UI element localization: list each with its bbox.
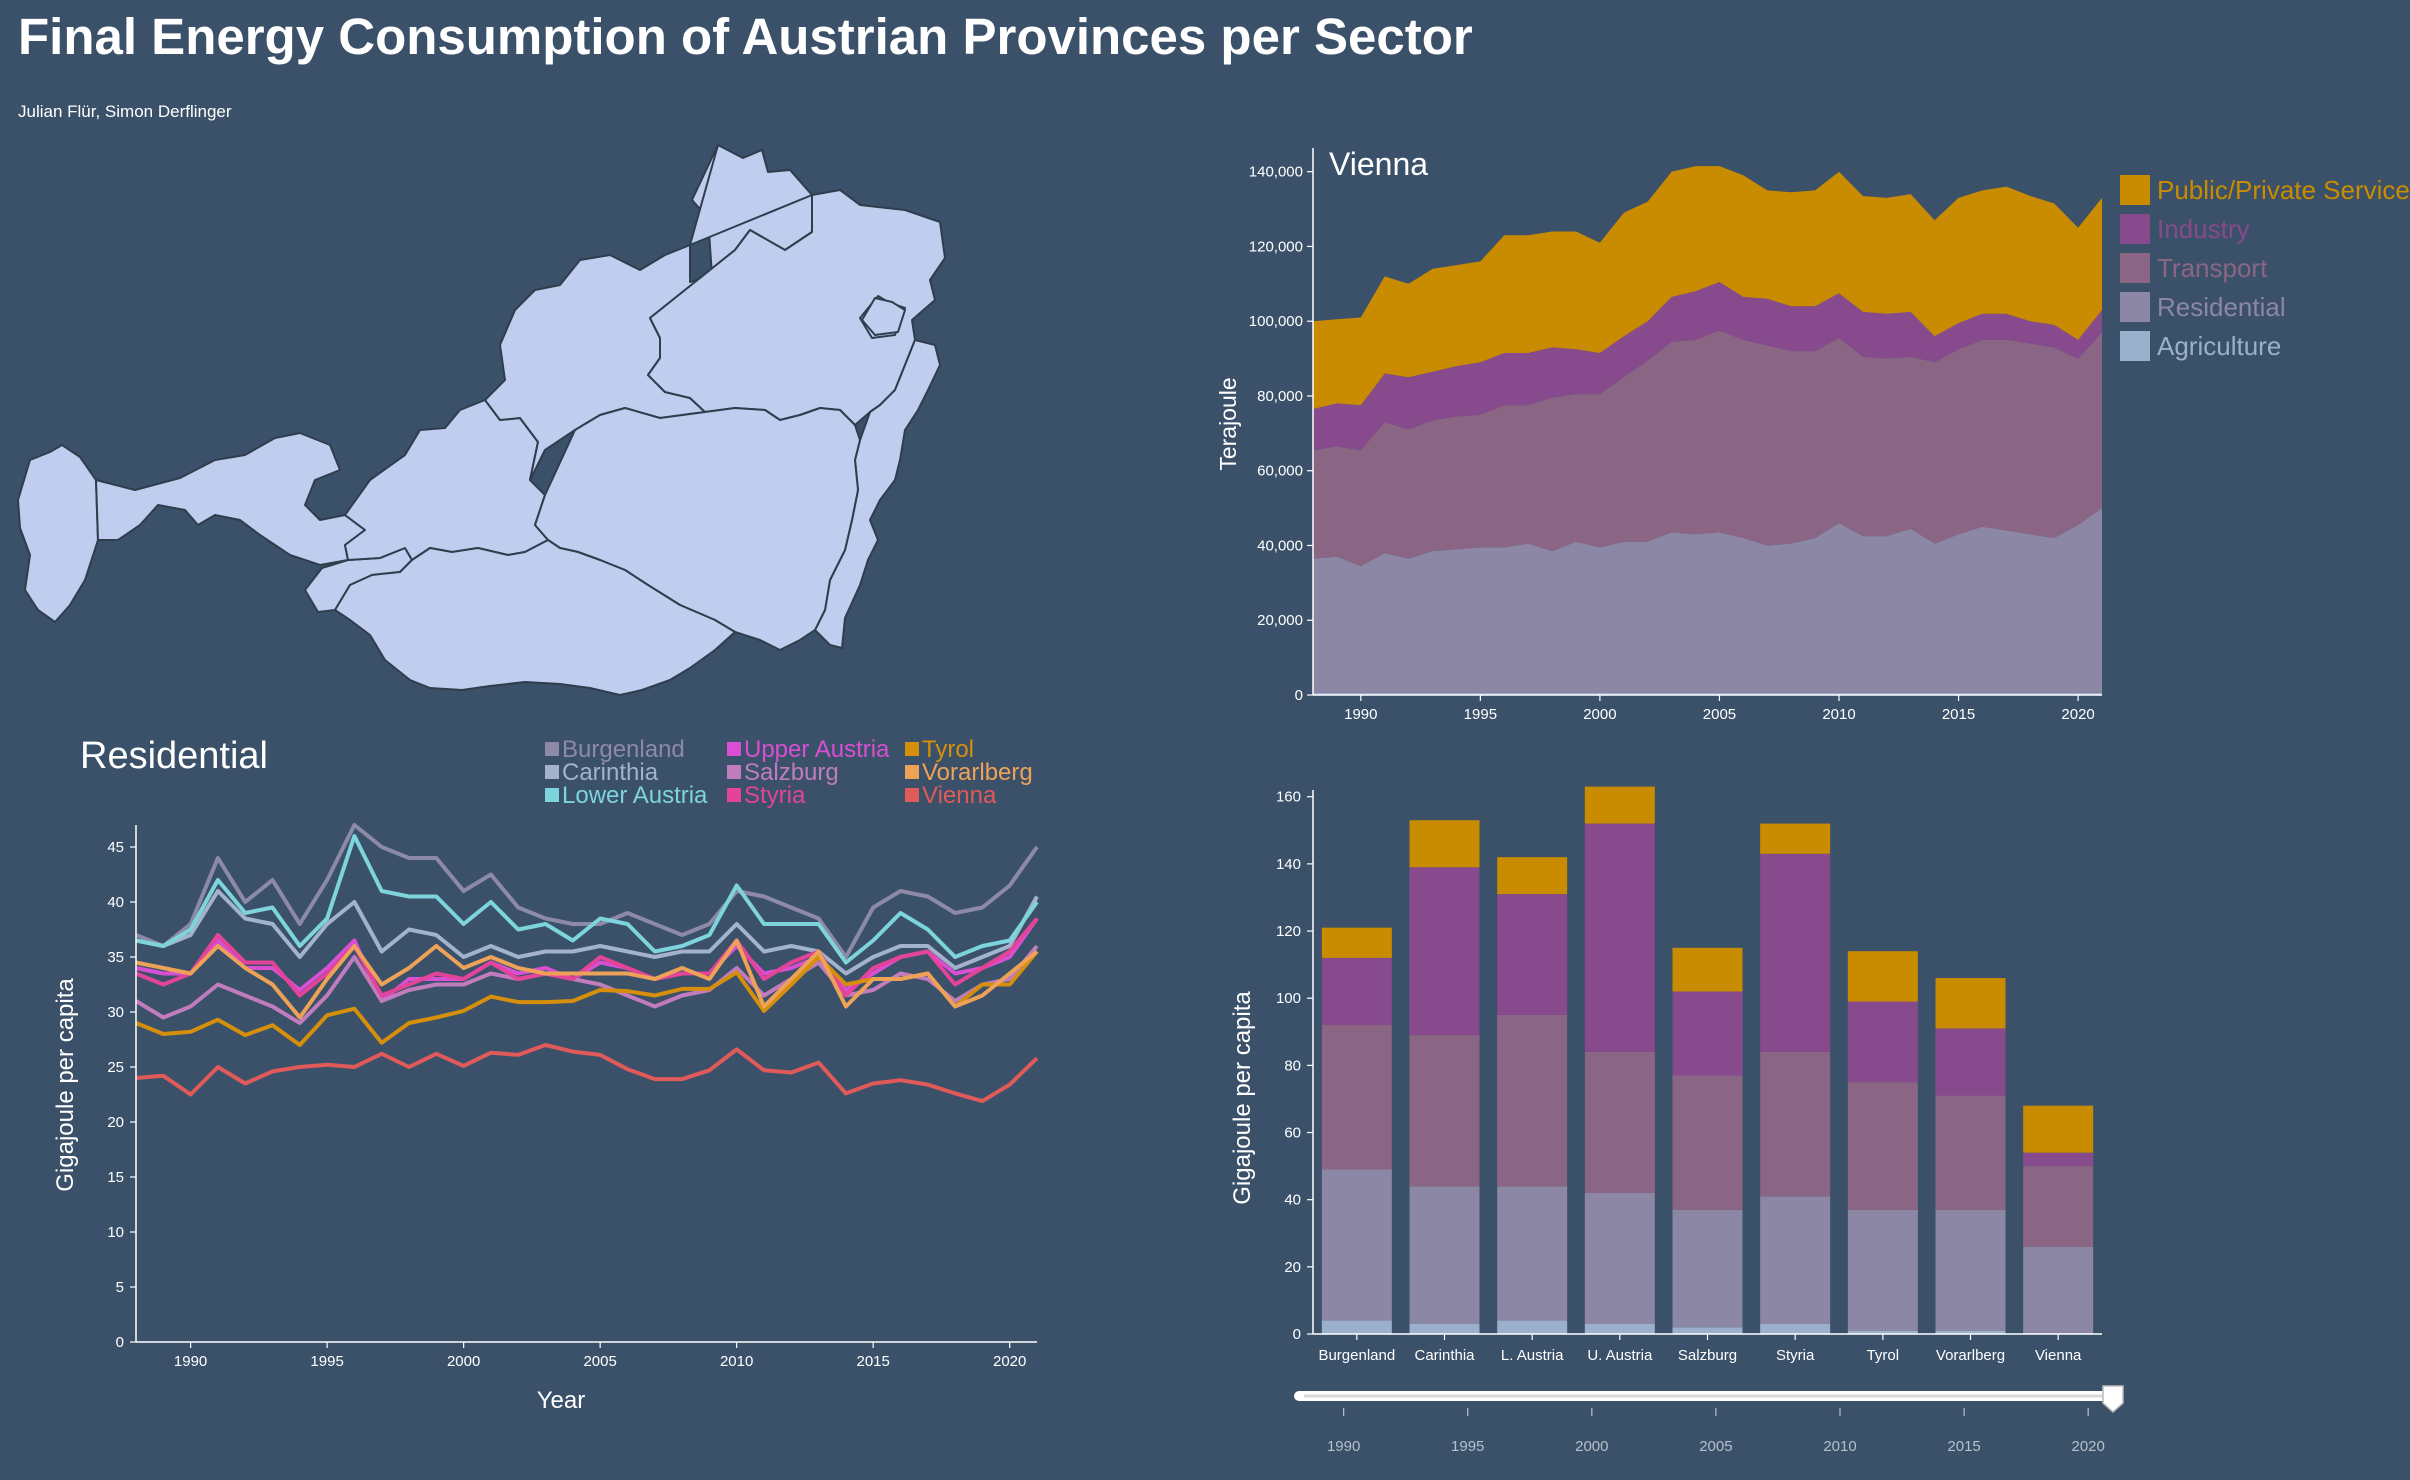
province-lower-austria[interactable]	[647, 144, 946, 426]
map-provinces[interactable]	[17, 144, 946, 696]
page-title: Final Energy Consumption of Austrian Pro…	[18, 8, 1473, 65]
province-vorarlberg[interactable]	[17, 444, 99, 623]
province-carinthia[interactable]	[334, 539, 736, 696]
province-vienna[interactable]	[861, 297, 906, 336]
province-salzburg[interactable]	[344, 399, 549, 561]
authors: Julian Flür, Simon Derflinger	[18, 102, 232, 121]
